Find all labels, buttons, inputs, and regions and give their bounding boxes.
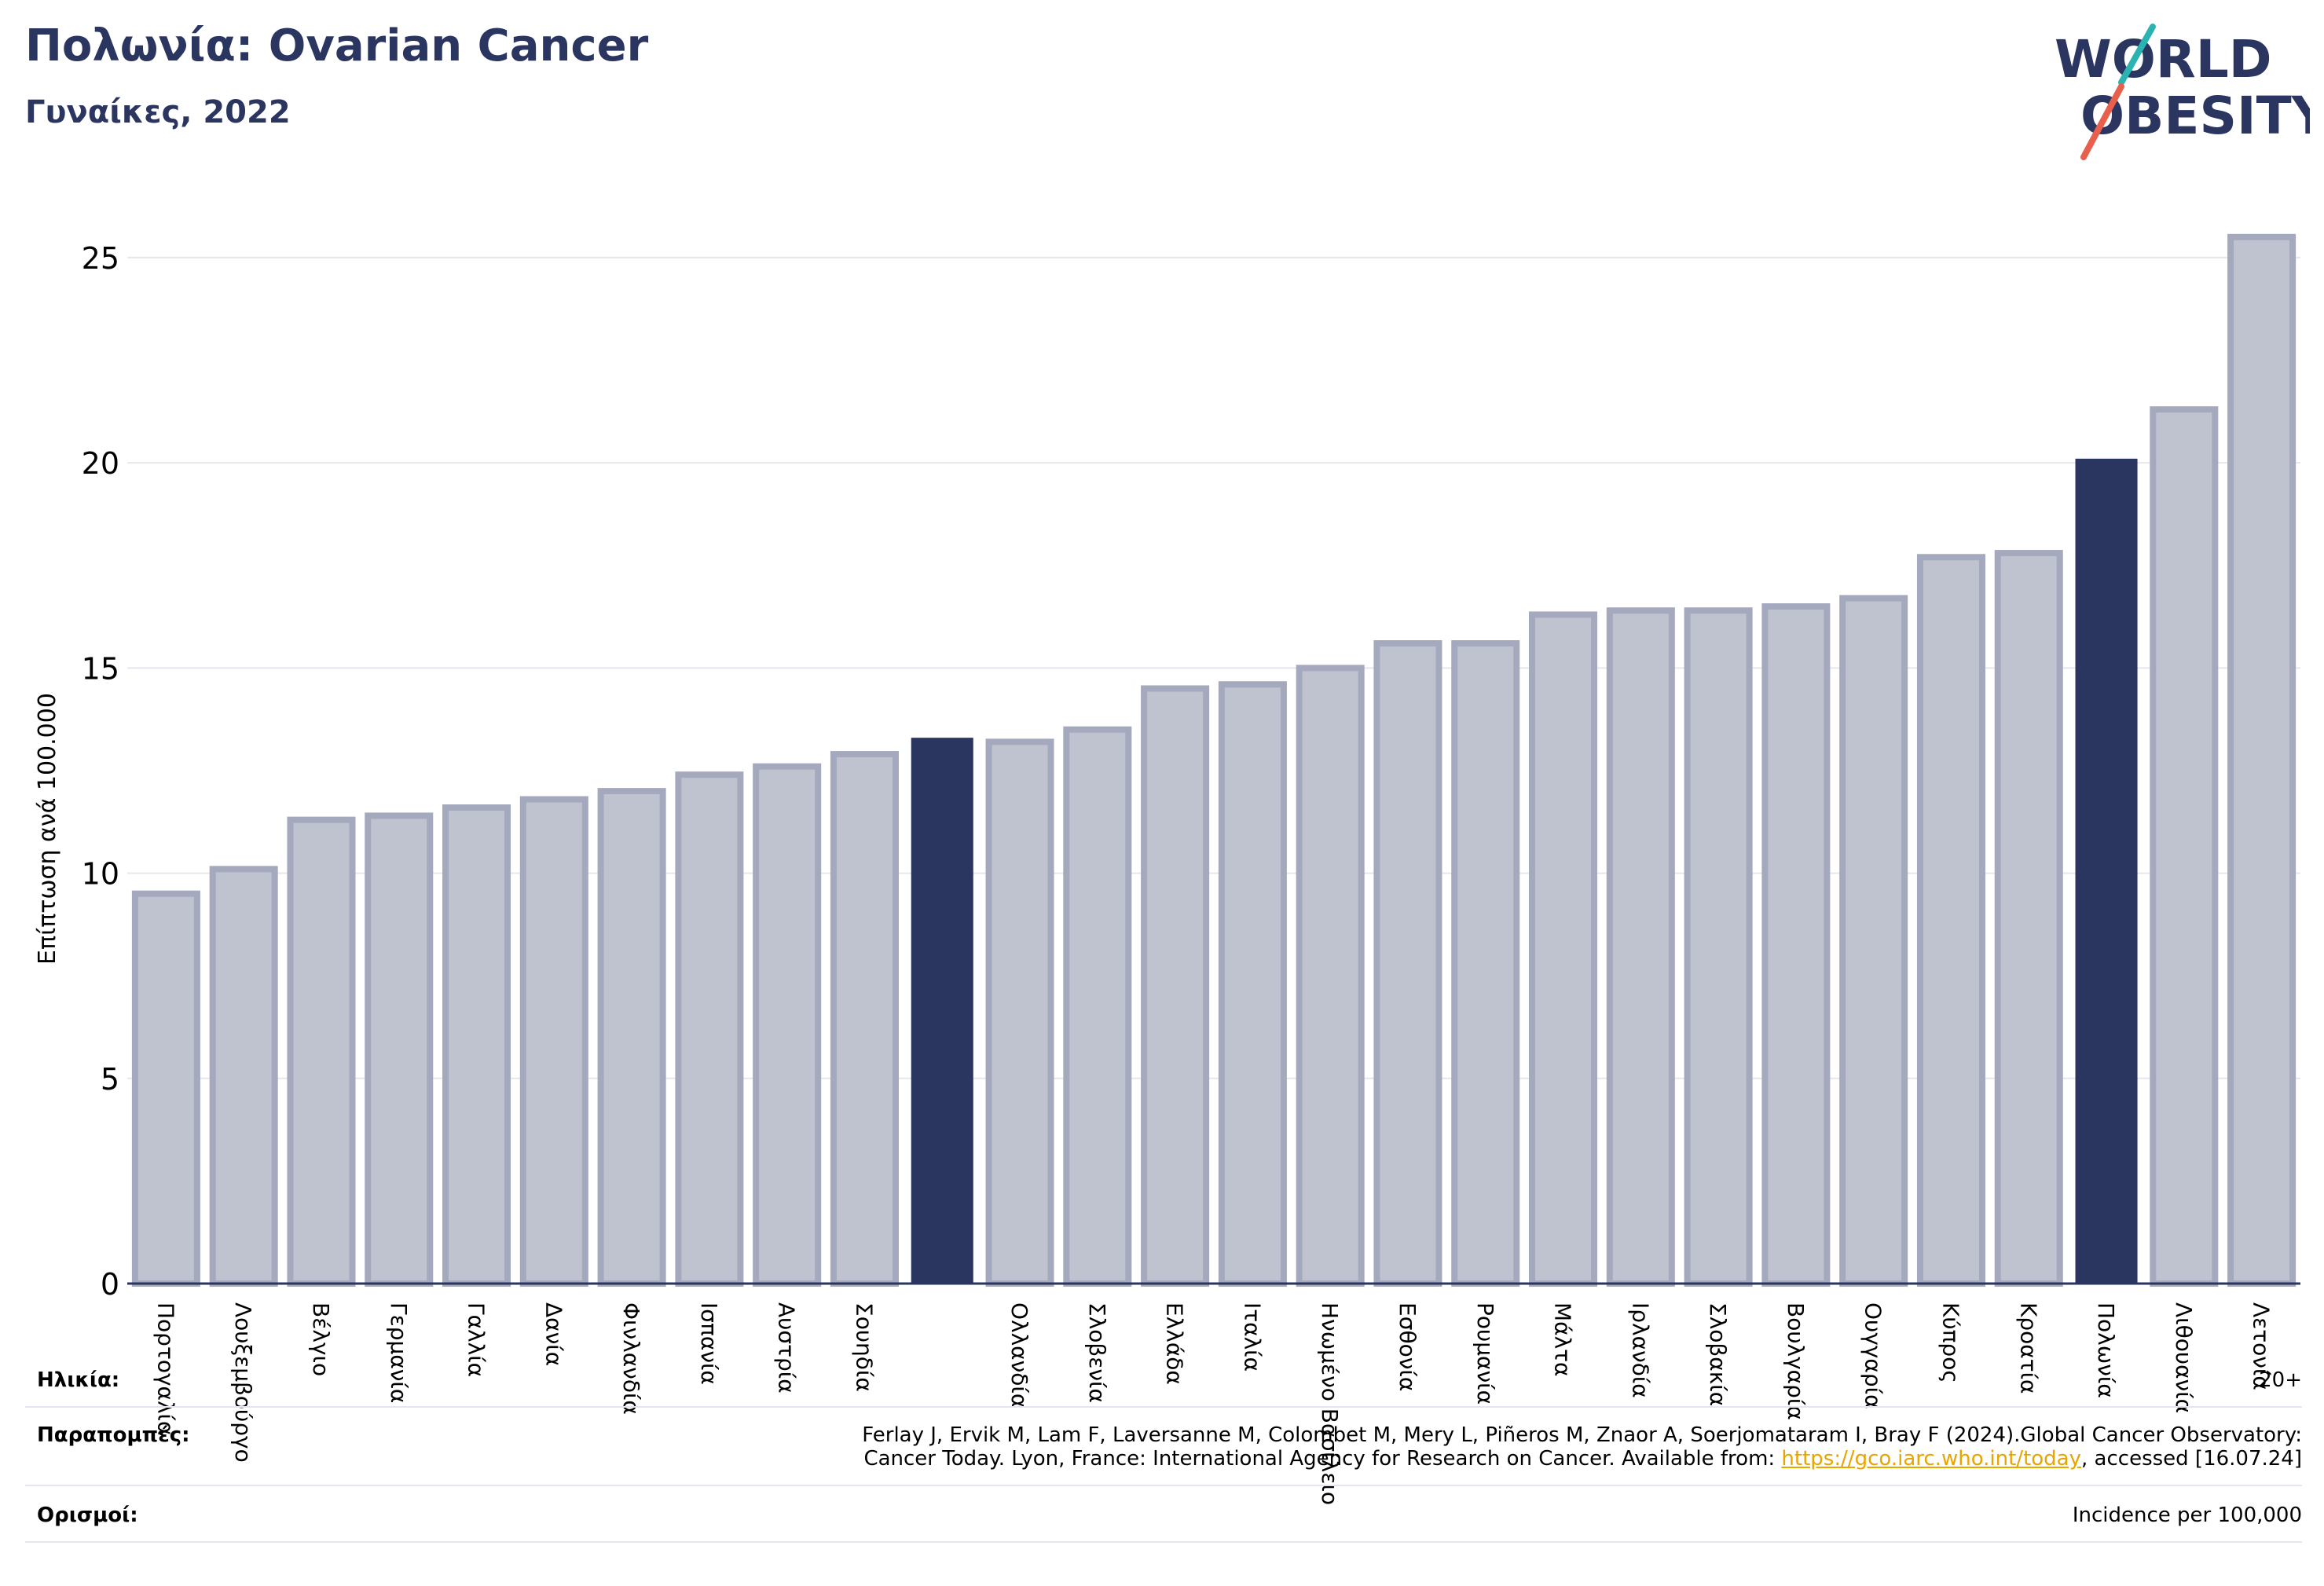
bar: [287, 816, 356, 1287]
bar: [1296, 665, 1365, 1287]
x-tick-label: Ρουμανία: [1472, 1302, 1498, 1405]
logo-slash-red: [2080, 83, 2124, 160]
bar: [1684, 607, 1753, 1287]
footer-divider: [25, 1541, 2302, 1543]
bar: [1994, 550, 2063, 1287]
x-tick-label: Λουξεμβούργο: [230, 1302, 256, 1463]
x-tick-label: Πορτογαλία: [152, 1302, 178, 1435]
x-tick-label: Ισπανία: [696, 1302, 722, 1385]
x-tick-label: Σλοβακία: [1705, 1302, 1731, 1406]
logo-slash-teal: [2118, 24, 2156, 86]
bar-highlighted: [2075, 458, 2138, 1284]
x-tick-label: Βουλγαρία: [1783, 1302, 1809, 1420]
bar-chart: 0 5 10 15 20 25 Πορτογαλία Λουξεμβούργο Βέλγιο Γ…: [34, 233, 2300, 1505]
page-title: Πολωνία: Ovarian Cancer: [25, 20, 649, 71]
bars: [131, 233, 2297, 1287]
bar: [1529, 611, 1598, 1287]
bar: [2150, 406, 2219, 1287]
x-tick-label: Ολλανδία: [1006, 1302, 1032, 1408]
bar: [1916, 554, 1985, 1287]
bar: [1218, 681, 1287, 1287]
bar: [365, 812, 434, 1287]
y-tick-label: 15: [82, 651, 119, 686]
page-subtitle: Γυναίκες, 2022: [25, 94, 291, 130]
y-tick-label: 25: [82, 241, 119, 276]
bar: [597, 788, 666, 1287]
footer-references-row: Παραπομπές: Ferlay J, Ervik M, Lam F, La…: [25, 1423, 2302, 1478]
bar-highlighted: [911, 738, 973, 1284]
x-tick-label: Σουηδία: [851, 1302, 877, 1392]
x-tick-label: Πολωνία: [2093, 1302, 2119, 1398]
references-label: Παραπομπές:: [37, 1423, 190, 1447]
footer-divider: [25, 1485, 2302, 1486]
references-line1: Ferlay J, Ervik M, Lam F, Laversanne M, …: [862, 1423, 2302, 1447]
bar: [1761, 603, 1831, 1287]
logo-line1: WORLD: [2055, 29, 2272, 90]
bar: [753, 763, 822, 1287]
definitions-label: Ορισμοί:: [37, 1504, 138, 1527]
bar: [1606, 607, 1675, 1287]
x-tick-label: Μάλτα: [1550, 1302, 1576, 1377]
y-axis-title: Επίπτωση ανά 100.000: [34, 693, 61, 965]
x-tick-label: Ουγγαρία: [1860, 1302, 1886, 1409]
x-tick-label: Λετονία: [2249, 1302, 2275, 1390]
x-tick-label: Ιταλία: [1239, 1302, 1265, 1372]
age-label: Ηλικία:: [37, 1368, 120, 1392]
x-tick-label: Σλοβενία: [1084, 1302, 1110, 1403]
x-tick-label: Δανία: [541, 1302, 566, 1366]
y-tick-label: 5: [101, 1062, 119, 1097]
x-tick-label: Ιρλανδία: [1627, 1302, 1653, 1398]
x-axis-labels: Πορτογαλία Λουξεμβούργο Βέλγιο Γερμανία Γαλλ…: [152, 1302, 2274, 1505]
x-tick-label: Λιθουανία: [2171, 1302, 2197, 1413]
x-tick-label: Εσθονία: [1395, 1302, 1420, 1391]
references-line2-pre: Cancer Today. Lyon, France: Internationa…: [863, 1447, 1782, 1471]
x-tick-label: Φινλανδία: [618, 1302, 644, 1415]
bar: [519, 796, 588, 1287]
bar: [442, 804, 511, 1287]
bar: [1373, 640, 1442, 1287]
references-text: Ferlay J, Ervik M, Lam F, Laversanne M, …: [862, 1423, 2302, 1471]
x-tick-label: Κροατία: [2015, 1302, 2041, 1394]
bar: [985, 738, 1054, 1287]
x-tick-label: Βέλγιο: [308, 1302, 334, 1376]
world-obesity-logo: WORLD OBESITY: [2055, 24, 2310, 160]
x-tick-label: Κύπρος: [1937, 1302, 1963, 1383]
bar: [1141, 685, 1210, 1287]
x-tick-label: Ηνωμένο Βασίλειο: [1317, 1302, 1343, 1505]
y-tick-label: 0: [101, 1267, 119, 1302]
footer-divider: [25, 1406, 2302, 1408]
y-tick-label: 10: [82, 857, 119, 892]
bar: [830, 751, 899, 1287]
y-axis-ticks: 0 5 10 15 20 25: [82, 241, 119, 1302]
bar: [1063, 726, 1132, 1287]
references-line2: Cancer Today. Lyon, France: Internationa…: [862, 1447, 2302, 1471]
x-tick-label: Γερμανία: [386, 1302, 412, 1403]
bar: [2227, 233, 2297, 1287]
x-tick-label: Γαλλία: [464, 1302, 489, 1377]
bar: [1839, 595, 1908, 1287]
bar: [209, 866, 278, 1287]
bar: [675, 771, 744, 1287]
references-line2-post: , accessed [16.07.24]: [2081, 1447, 2302, 1471]
definitions-value: Incidence per 100,000: [2072, 1504, 2302, 1527]
bar: [131, 890, 200, 1287]
x-tick-label: Αυστρία: [774, 1302, 800, 1394]
y-tick-label: 20: [82, 446, 119, 481]
age-value: 20+: [2259, 1368, 2302, 1392]
bar: [1451, 640, 1520, 1287]
x-tick-label: Ελλάδα: [1162, 1302, 1188, 1385]
references-link[interactable]: https://gco.iarc.who.int/today: [1781, 1447, 2082, 1471]
